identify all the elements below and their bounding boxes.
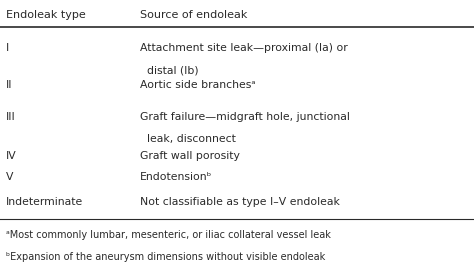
Text: Not classifiable as type I–V endoleak: Not classifiable as type I–V endoleak	[140, 197, 340, 207]
Text: Graft wall porosity: Graft wall porosity	[140, 151, 240, 161]
Text: Source of endoleak: Source of endoleak	[140, 10, 247, 20]
Text: Aortic side branchesᵃ: Aortic side branchesᵃ	[140, 80, 255, 90]
Text: I: I	[6, 43, 9, 53]
Text: II: II	[6, 80, 12, 90]
Text: ᵃMost commonly lumbar, mesenteric, or iliac collateral vessel leak: ᵃMost commonly lumbar, mesenteric, or il…	[6, 230, 330, 240]
Text: Graft failure—midgraft hole, junctional: Graft failure—midgraft hole, junctional	[140, 112, 350, 122]
Text: Endoleak type: Endoleak type	[6, 10, 85, 20]
Text: distal (Ib): distal (Ib)	[140, 66, 199, 76]
Text: ᵇExpansion of the aneurysm dimensions without visible endoleak: ᵇExpansion of the aneurysm dimensions wi…	[6, 252, 325, 263]
Text: IV: IV	[6, 151, 17, 161]
Text: leak, disconnect: leak, disconnect	[140, 134, 236, 144]
Text: Indeterminate: Indeterminate	[6, 197, 83, 207]
Text: Endotensionᵇ: Endotensionᵇ	[140, 172, 212, 182]
Text: III: III	[6, 112, 16, 122]
Text: Attachment site leak—proximal (Ia) or: Attachment site leak—proximal (Ia) or	[140, 43, 347, 53]
Text: V: V	[6, 172, 13, 182]
